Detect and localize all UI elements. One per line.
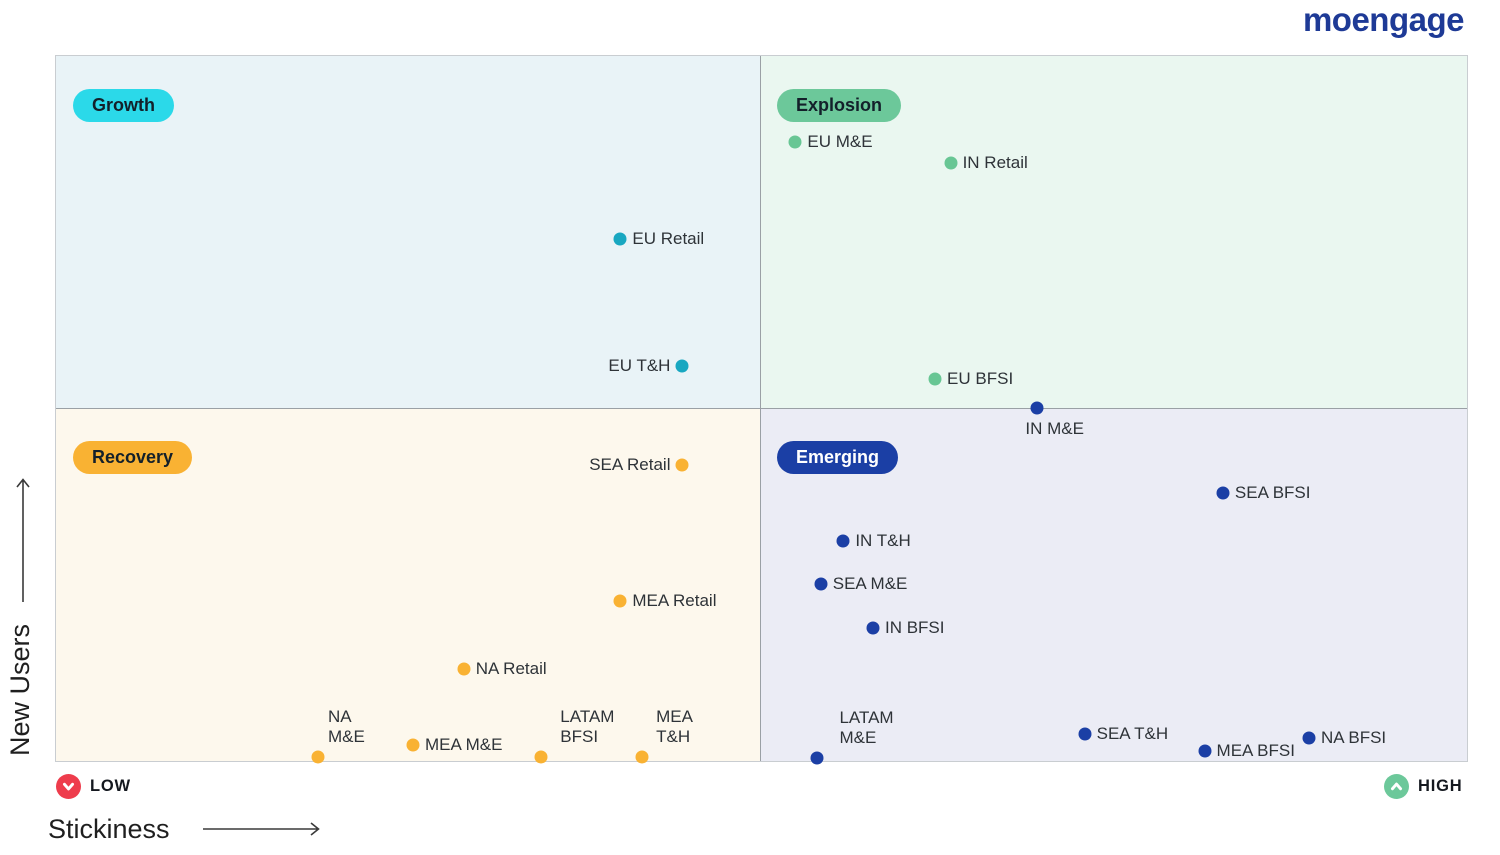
quadrant-badge-recovery: Recovery: [73, 441, 193, 474]
data-point-label: EU Retail: [632, 229, 705, 249]
data-point-dot: [1078, 727, 1092, 741]
quadrant-explosion-overlay: Explosion: [760, 56, 1467, 408]
quadrant-badge-emerging: Emerging: [777, 441, 899, 474]
data-point-dot: [675, 458, 689, 472]
data-point-label: MEA M&E: [424, 734, 503, 754]
data-point-label: SEA BFSI: [1234, 483, 1311, 503]
chevron-up-circle-icon: [1384, 774, 1409, 799]
data-point-label: LATAM M&E: [839, 708, 894, 748]
data-point-dot: [1030, 401, 1044, 415]
data-point-dot: [406, 738, 420, 752]
data-point-label: IN BFSI: [884, 617, 945, 637]
data-point-label: MEA T&H: [656, 707, 693, 747]
data-point-dot: [866, 621, 880, 635]
data-point-label: EU BFSI: [947, 368, 1014, 388]
data-point-label: SEA T&H: [1096, 724, 1169, 744]
data-point-label: MEA BFSI: [1216, 741, 1295, 761]
data-point-dot: [928, 372, 942, 386]
y-axis-arrow-icon: [14, 474, 32, 609]
chevron-down-circle-icon: [56, 774, 81, 799]
quadrant-recovery-overlay: Recovery: [56, 408, 760, 761]
x-axis: Stickiness: [48, 814, 324, 845]
horizontal-divider: [56, 408, 1467, 409]
moengage-logo: moengage: [1302, 1, 1465, 38]
data-point-dot: [944, 156, 958, 170]
high-label: HIGH: [1418, 777, 1463, 795]
data-point-label: SEA Retail: [589, 454, 671, 474]
data-point-label: IN T&H: [855, 531, 911, 551]
quadrant-emerging-overlay: Emerging: [760, 408, 1467, 761]
data-point-dot: [635, 750, 649, 764]
data-point-dot: [788, 135, 802, 149]
quadrant-growth-overlay: Growth: [56, 56, 760, 408]
high-indicator: HIGH: [1384, 774, 1462, 799]
data-point-dot: [534, 750, 548, 764]
data-point-dot: [814, 577, 828, 591]
data-point-label: LATAM BFSI: [560, 707, 615, 747]
data-point-label: NA Retail: [475, 659, 547, 679]
data-point-label: EU T&H: [608, 356, 671, 376]
quadrant-badge-growth: Growth: [73, 89, 174, 122]
data-point-label: NA M&E: [328, 707, 365, 747]
y-axis-label: New Users: [5, 623, 35, 757]
data-point-dot: [613, 232, 627, 246]
data-point-dot: [1198, 744, 1212, 758]
data-point-dot: [1216, 486, 1230, 500]
x-axis-arrow-icon: [202, 821, 324, 842]
data-point-dot: [613, 594, 627, 608]
data-point-dot: [311, 750, 325, 764]
points-layer: EU Retail EU T&H EU M&E IN Retail EU BFSI IN …: [56, 56, 1467, 765]
data-point-label: NA BFSI: [1320, 727, 1387, 747]
low-indicator: LOW: [56, 774, 131, 799]
data-point-label: MEA Retail: [632, 590, 717, 610]
quadrant-growth: [56, 56, 760, 408]
data-point-dot: [457, 662, 471, 676]
data-point-label: EU M&E: [807, 131, 873, 151]
data-point-label: IN M&E: [1025, 418, 1084, 438]
data-point-label: IN Retail: [962, 153, 1028, 173]
data-point-dot: [810, 751, 824, 765]
data-point-dot: [836, 534, 850, 548]
quadrant-badge-explosion: Explosion: [777, 89, 902, 122]
data-point-dot: [675, 359, 689, 373]
data-point-label: SEA M&E: [832, 574, 908, 594]
x-axis-label: Stickiness: [48, 814, 170, 844]
data-point-dot: [1302, 731, 1316, 745]
quadrant-chart: Growth Explosion Recovery Emerging EU Re…: [55, 55, 1468, 765]
low-label: LOW: [90, 777, 131, 795]
